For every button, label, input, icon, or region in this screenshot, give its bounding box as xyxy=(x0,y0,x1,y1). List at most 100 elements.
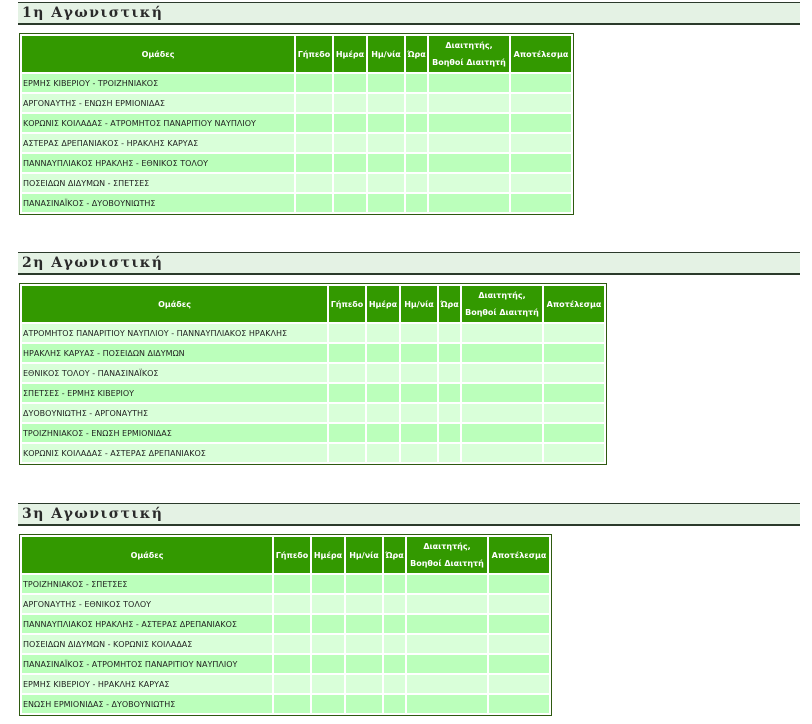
match-teams: ΣΠΕΤΣΕΣ - ΕΡΜΗΣ ΚΙΒΕΡΙΟΥ xyxy=(22,384,327,402)
match-day xyxy=(367,384,399,402)
match-venue xyxy=(329,424,365,442)
column-header: Γήπεδο xyxy=(274,537,310,573)
match-time xyxy=(406,114,427,132)
match-referees xyxy=(407,615,487,633)
match-referees xyxy=(429,194,509,212)
match-row: ΤΡΟΙΖΗΝΙΑΚΟΣ - ΣΠΕΤΣΕΣ xyxy=(22,575,549,593)
match-result xyxy=(511,94,571,112)
match-referees xyxy=(407,695,487,713)
match-venue xyxy=(274,655,310,673)
match-row: ΑΣΤΕΡΑΣ ΔΡΕΠΑΝΙΑΚΟΣ - ΗΡΑΚΛΗΣ ΚΑΡΥΑΣ xyxy=(22,134,571,152)
match-day xyxy=(312,615,344,633)
match-day xyxy=(367,344,399,362)
match-result xyxy=(489,575,549,593)
match-time xyxy=(384,615,405,633)
match-time xyxy=(384,695,405,713)
match-date xyxy=(401,324,437,342)
match-date xyxy=(401,384,437,402)
match-time xyxy=(406,134,427,152)
match-teams: ΔΥΟΒΟΥΝΙΩΤΗΣ - ΑΡΓΟΝΑΥΤΗΣ xyxy=(22,404,327,422)
match-venue xyxy=(296,134,332,152)
match-referees xyxy=(462,324,542,342)
match-teams: ΠΑΝΑΣΙΝΑΪΚΟΣ - ΑΤΡΟΜΗΤΟΣ ΠΑΝΑΡΙΤΙΟΥ ΝΑΥΠ… xyxy=(22,655,272,673)
match-time xyxy=(384,655,405,673)
match-teams: ΑΣΤΕΡΑΣ ΔΡΕΠΑΝΙΑΚΟΣ - ΗΡΑΚΛΗΣ ΚΑΡΥΑΣ xyxy=(22,134,294,152)
match-date xyxy=(368,94,404,112)
match-row: ΠΟΣΕΙΔΩΝ ΔΙΔΥΜΩΝ - ΚΟΡΩΝΙΣ ΚΟΙΛΑΔΑΣ xyxy=(22,635,549,653)
match-day xyxy=(334,114,366,132)
match-venue xyxy=(296,194,332,212)
column-header: Ημέρα xyxy=(334,36,366,72)
match-venue xyxy=(329,364,365,382)
match-time xyxy=(439,404,460,422)
column-header-line: Βοηθοί Διαιτητή xyxy=(410,559,484,568)
match-referees xyxy=(429,154,509,172)
match-venue xyxy=(274,675,310,693)
match-result xyxy=(544,344,604,362)
column-header: Ομάδες xyxy=(22,36,294,72)
match-teams: ΕΡΜΗΣ ΚΙΒΕΡΙΟΥ - ΤΡΟΙΖΗΝΙΑΚΟΣ xyxy=(22,74,294,92)
match-referees xyxy=(429,134,509,152)
column-header: Γήπεδο xyxy=(296,36,332,72)
column-header: Αποτέλεσμα xyxy=(489,537,549,573)
match-time xyxy=(406,154,427,172)
match-teams: ΠΑΝΝΑΥΠΛΙΑΚΟΣ ΗΡΑΚΛΗΣ - ΑΣΤΕΡΑΣ ΔΡΕΠΑΝΙΑ… xyxy=(22,615,272,633)
match-row: ΠΟΣΕΙΔΩΝ ΔΙΔΥΜΩΝ - ΣΠΕΤΣΕΣ xyxy=(22,174,571,192)
match-venue xyxy=(296,114,332,132)
match-teams: ΚΟΡΩΝΙΣ ΚΟΙΛΑΔΑΣ - ΑΣΤΕΡΑΣ ΔΡΕΠΑΝΙΑΚΟΣ xyxy=(22,444,327,462)
match-venue xyxy=(296,154,332,172)
match-venue xyxy=(296,74,332,92)
match-date xyxy=(346,575,382,593)
column-header: Γήπεδο xyxy=(329,286,365,322)
match-day xyxy=(367,444,399,462)
match-date xyxy=(368,194,404,212)
match-teams: ΗΡΑΚΛΗΣ ΚΑΡΥΑΣ - ΠΟΣΕΙΔΩΝ ΔΙΔΥΜΩΝ xyxy=(22,344,327,362)
column-header: Ημ/νία xyxy=(401,286,437,322)
match-row: ΤΡΟΙΖΗΝΙΑΚΟΣ - ΕΝΩΣΗ ΕΡΜΙΟΝΙΔΑΣ xyxy=(22,424,604,442)
match-date xyxy=(401,364,437,382)
match-teams: ΕΡΜΗΣ ΚΙΒΕΡΙΟΥ - ΗΡΑΚΛΗΣ ΚΑΡΥΑΣ xyxy=(22,675,272,693)
match-result xyxy=(489,695,549,713)
match-result xyxy=(489,675,549,693)
match-day xyxy=(334,134,366,152)
match-teams: ΤΡΟΙΖΗΝΙΑΚΟΣ - ΣΠΕΤΣΕΣ xyxy=(22,575,272,593)
round-header: 1η Αγωνιστική xyxy=(18,2,800,25)
match-teams: ΠΟΣΕΙΔΩΝ ΔΙΔΥΜΩΝ - ΚΟΡΩΝΙΣ ΚΟΙΛΑΔΑΣ xyxy=(22,635,272,653)
round-header: 2η Αγωνιστική xyxy=(18,252,800,275)
match-date xyxy=(368,134,404,152)
match-referees xyxy=(462,344,542,362)
match-day xyxy=(367,404,399,422)
match-referees xyxy=(429,114,509,132)
match-result xyxy=(511,194,571,212)
match-date xyxy=(401,444,437,462)
match-date xyxy=(368,174,404,192)
round-section: 2η Αγωνιστική Ομάδες Γήπεδο Ημέρα Ημ/νία Ώρα Δ… xyxy=(0,252,812,465)
match-date xyxy=(346,595,382,613)
match-venue xyxy=(329,404,365,422)
match-referees xyxy=(462,364,542,382)
fixtures-table: Ομάδες Γήπεδο Ημέρα Ημ/νία Ώρα Διαιτητής, Βοηθ… xyxy=(19,283,607,465)
column-header: Διαιτητής, Βοηθοί Διαιτητή xyxy=(429,36,509,72)
match-result xyxy=(489,595,549,613)
match-time xyxy=(439,324,460,342)
match-date xyxy=(368,154,404,172)
match-time xyxy=(406,94,427,112)
match-venue xyxy=(274,635,310,653)
match-date xyxy=(401,404,437,422)
column-header-line: Διαιτητής, xyxy=(478,291,526,300)
match-row: ΗΡΑΚΛΗΣ ΚΑΡΥΑΣ - ΠΟΣΕΙΔΩΝ ΔΙΔΥΜΩΝ xyxy=(22,344,604,362)
match-result xyxy=(489,615,549,633)
match-row: ΑΡΓΟΝΑΥΤΗΣ - ΕΘΝΙΚΟΣ ΤΟΛΟΥ xyxy=(22,595,549,613)
match-day xyxy=(334,74,366,92)
column-header: Ημέρα xyxy=(367,286,399,322)
match-result xyxy=(511,134,571,152)
match-date xyxy=(368,114,404,132)
match-referees xyxy=(407,595,487,613)
match-time xyxy=(384,575,405,593)
match-day xyxy=(312,655,344,673)
column-header-line: Διαιτητής, xyxy=(445,41,493,50)
match-time xyxy=(406,74,427,92)
match-date xyxy=(368,74,404,92)
match-day xyxy=(312,575,344,593)
match-date xyxy=(346,675,382,693)
